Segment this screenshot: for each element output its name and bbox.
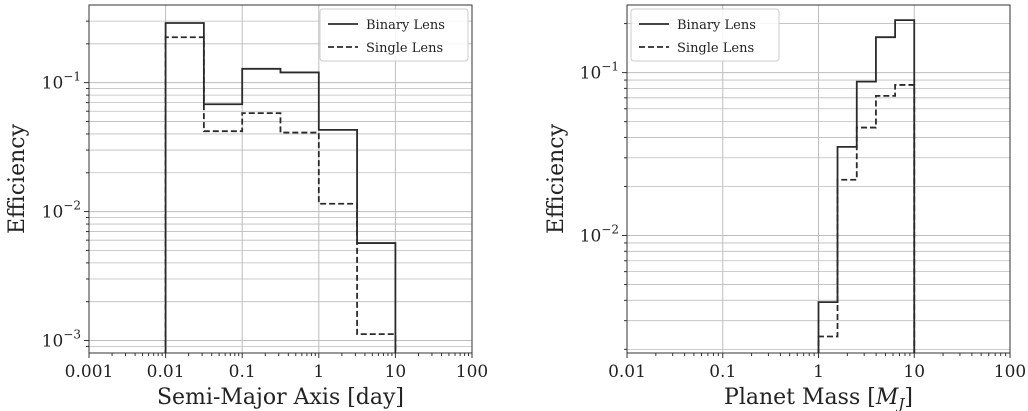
legend-label: Binary Lens [366, 18, 445, 33]
legend-label: Single Lens [366, 41, 443, 56]
chart-panel-1: 0.001 0.01 0.1 1 10 100 10−3 10−2 10−1 Semi-Major… [5, 4, 488, 410]
y-axis-label: Efficiency [544, 123, 569, 234]
x-tick-label: 100 [456, 362, 488, 382]
x-tick-label: 0.001 [65, 362, 114, 382]
legend-label: Binary Lens [677, 18, 756, 33]
legend-box [319, 8, 469, 62]
y-tick-label: 10−3 [42, 328, 81, 352]
y-tick-label: 10−1 [42, 70, 81, 94]
x-axis-label: Semi-Major Axis [day] [157, 385, 404, 410]
x-tick-label: 0.01 [608, 362, 646, 382]
x-tick-label: 0.1 [709, 362, 736, 382]
series-binary-lens [817, 19, 916, 353]
legend: Binary Lens Single Lens [630, 8, 780, 62]
x-tick-label: 10 [903, 362, 925, 382]
legend: Binary Lens Single Lens [319, 8, 469, 62]
series-binary-lens [164, 22, 397, 353]
x-tick-label: 0.1 [229, 362, 256, 382]
x-tick-label: 10 [385, 362, 407, 382]
legend-label: Single Lens [677, 41, 754, 56]
y-axis-label: Efficiency [5, 123, 30, 234]
x-axis-label: Planet Mass [MJ] [724, 385, 913, 411]
series-single-lens [164, 36, 397, 353]
x-tick-label: 0.01 [147, 362, 185, 382]
plot-frame [88, 4, 473, 354]
x-tick-label: 1 [813, 362, 824, 382]
x-tick-label: 100 [994, 362, 1026, 382]
x-tick-label: 1 [313, 362, 324, 382]
series-single-lens [817, 84, 916, 353]
y-tick-label: 10−1 [580, 60, 619, 84]
y-tick-label: 10−2 [42, 199, 81, 223]
legend-box [630, 8, 780, 62]
chart-panel-2: 0.01 0.1 1 10 100 10−2 10−1 Planet Mass [MJ] Eff… [544, 4, 1026, 411]
y-tick-label: 10−2 [580, 223, 619, 247]
